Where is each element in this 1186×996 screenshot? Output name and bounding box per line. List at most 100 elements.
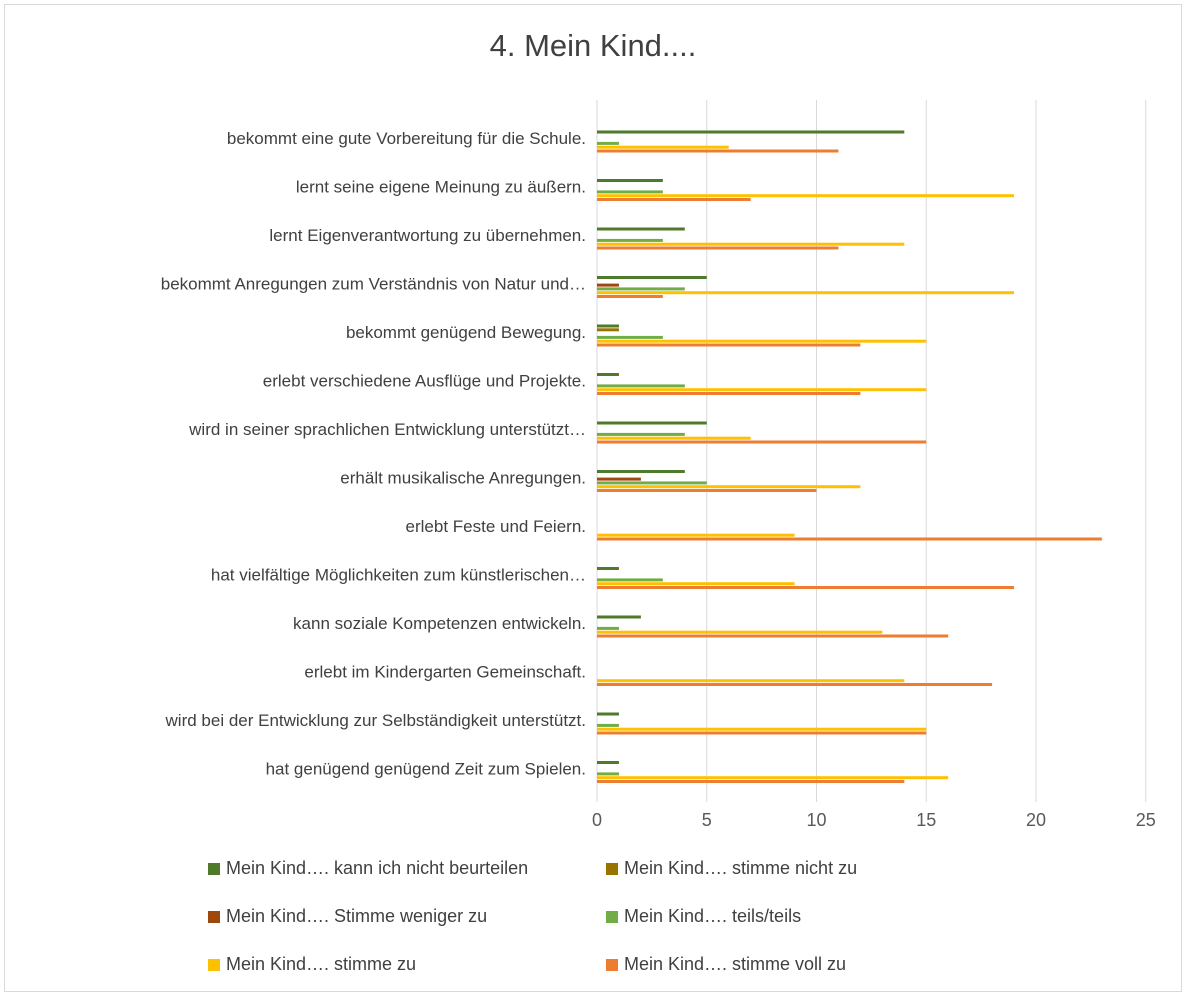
bar [597, 145, 729, 149]
legend-swatch [606, 863, 618, 875]
category-label: bekommt genügend Bewegung. [346, 323, 586, 342]
bar [597, 149, 839, 153]
bar [597, 615, 641, 619]
bar [597, 388, 927, 392]
legend-label: Mein Kind…. Stimme weniger zu [226, 906, 488, 926]
bar [597, 780, 905, 783]
bar [597, 537, 1102, 541]
bar [597, 630, 883, 634]
legend-item-stimme-zu: Mein Kind…. stimme zu [208, 954, 416, 975]
bar [597, 776, 949, 780]
category-label: hat vielfältige Möglichkeiten zum künstl… [211, 566, 586, 585]
bar [597, 130, 905, 134]
gridlines [596, 100, 1147, 802]
category-labels: bekommt eine gute Vorbereitung für die S… [161, 129, 586, 779]
bar [597, 533, 795, 537]
bar [597, 489, 817, 492]
bar [597, 683, 993, 686]
legend-item-stimme-weniger-zu: Mein Kind…. Stimme weniger zu [208, 906, 487, 927]
category-label: bekommt Anregungen zum Verständnis von N… [161, 275, 586, 294]
legend-label: Mein Kind…. stimme voll zu [624, 954, 847, 974]
bar [597, 384, 685, 388]
legend-label: Mein Kind…. stimme nicht zu [624, 858, 858, 878]
bar [597, 373, 619, 376]
legend-label: Mein Kind…. stimme zu [226, 954, 417, 974]
bar [597, 712, 619, 716]
legend-label: Mein Kind…. kann ich nicht beurteilen [226, 858, 529, 878]
x-tick-label: 5 [702, 810, 712, 830]
bar [597, 392, 861, 395]
bar [597, 287, 685, 291]
legend-item-teils-teils: Mein Kind…. teils/teils [606, 906, 801, 927]
bar [597, 727, 927, 731]
bar [597, 586, 1015, 589]
x-tick-label: 20 [1026, 810, 1046, 830]
bar [597, 246, 839, 250]
legend-swatch [208, 911, 220, 923]
bar [597, 242, 905, 246]
bar [597, 578, 663, 582]
legend-label: Mein Kind…. teils/teils [624, 906, 802, 926]
chart-title: 4. Mein Kind.... [489, 28, 697, 63]
bar [597, 343, 861, 347]
x-tick-label: 10 [806, 810, 826, 830]
category-label: hat genügend genügend Zeit zum Spielen. [266, 760, 586, 779]
bar [597, 179, 663, 182]
legend-swatch [606, 959, 618, 971]
bar [597, 328, 619, 332]
bar [597, 481, 707, 485]
x-tick-label: 25 [1136, 810, 1156, 830]
bar [597, 339, 927, 343]
category-label: lernt Eigenverantwortung zu übernehmen. [269, 226, 586, 245]
bar [597, 761, 619, 764]
bar [597, 582, 795, 586]
bar [597, 238, 663, 242]
bar [597, 190, 663, 194]
bar [597, 567, 619, 570]
bar [597, 283, 619, 287]
bar [597, 291, 1015, 295]
x-tick-label: 0 [592, 810, 602, 830]
bar [597, 679, 905, 683]
bar [597, 198, 751, 201]
category-label: lernt seine eigene Meinung zu äußern. [296, 178, 586, 197]
category-label: erhält musikalische Anregungen. [340, 469, 586, 488]
bar [597, 324, 619, 328]
x-tick-labels: 0 5 10 15 20 25 [592, 810, 1156, 830]
bar [597, 485, 861, 489]
bar [597, 634, 949, 638]
bar [597, 295, 663, 298]
category-label: wird in seiner sprachlichen Entwicklung … [188, 420, 586, 439]
bar [597, 141, 619, 145]
legend-item-kann-ich-nicht-beurteilen: Mein Kind…. kann ich nicht beurteilen [208, 858, 528, 879]
bar [597, 421, 707, 425]
legend-swatch [606, 911, 618, 923]
bar [597, 723, 619, 727]
category-label: erlebt verschiedene Ausflüge und Projekt… [263, 372, 586, 391]
x-tick-label: 15 [916, 810, 936, 830]
bars [597, 130, 1102, 783]
bar [597, 772, 619, 776]
bar [597, 432, 685, 436]
bar [597, 276, 707, 279]
legend-item-stimme-voll-zu: Mein Kind…. stimme voll zu [606, 954, 846, 975]
chart-frame [4, 4, 1182, 992]
category-label: bekommt eine gute Vorbereitung für die S… [227, 129, 586, 148]
legend-swatch [208, 863, 220, 875]
category-label: wird bei der Entwicklung zur Selbständig… [165, 711, 586, 730]
bar [597, 626, 619, 630]
bar [597, 194, 1015, 198]
legend-item-stimme-nicht-zu: Mein Kind…. stimme nicht zu [606, 858, 857, 879]
category-label: kann soziale Kompetenzen entwickeln. [293, 614, 586, 633]
bar [597, 731, 927, 735]
legend-swatch [208, 959, 220, 971]
bar [597, 335, 663, 339]
bar [597, 470, 685, 473]
bar [597, 227, 685, 231]
bar [597, 477, 641, 481]
category-label: erlebt im Kindergarten Gemeinschaft. [304, 663, 586, 682]
bar [597, 436, 751, 440]
bar [597, 440, 927, 444]
category-label: erlebt Feste und Feiern. [406, 517, 586, 536]
